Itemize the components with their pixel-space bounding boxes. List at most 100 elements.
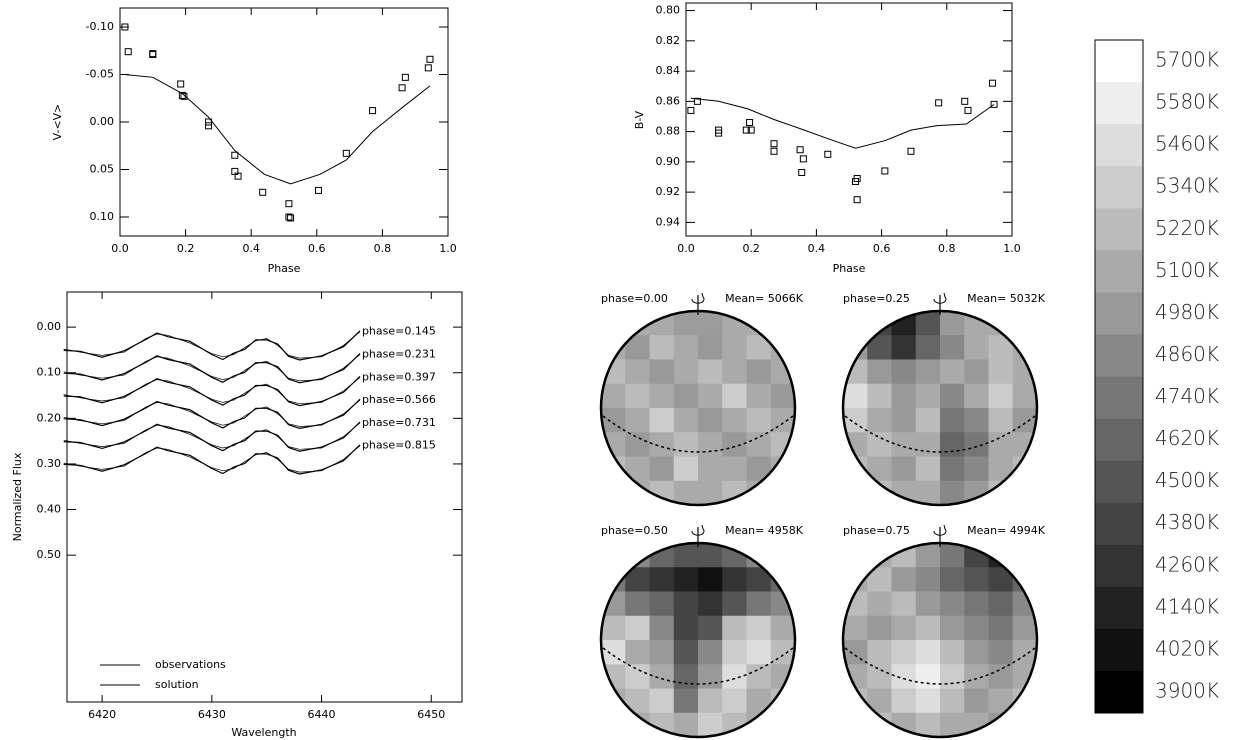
- temperature-cell: [625, 408, 650, 433]
- observed-spectrum: [63, 353, 361, 384]
- temperature-cell: [673, 640, 699, 665]
- data-point: [799, 155, 807, 163]
- data-point: [742, 126, 750, 134]
- temperature-cell: [964, 359, 989, 385]
- temperature-cell: [915, 383, 941, 409]
- y-tick-label: 0.84: [656, 64, 681, 77]
- temperature-cell: [698, 640, 723, 665]
- temperature-cell: [964, 408, 989, 433]
- plot-frame: [685, 2, 1013, 237]
- y-axis-title: Normalized Flux: [11, 452, 24, 541]
- colorbar-label: 5100K: [1155, 258, 1219, 282]
- temperature-cell: [867, 640, 892, 665]
- temperature-cell: [770, 383, 795, 409]
- y-tick-label: 0.86: [656, 94, 681, 107]
- temperature-cell: [601, 311, 626, 336]
- temperature-cell: [746, 456, 772, 482]
- data-point: [426, 55, 434, 63]
- temperature-cell: [964, 335, 989, 360]
- x-tick-label: 1.0: [439, 242, 457, 255]
- temperature-cell: [891, 640, 917, 665]
- temperature-cell: [649, 432, 675, 457]
- temperature-cell: [915, 688, 941, 714]
- colorbar-label: 5460K: [1155, 132, 1219, 156]
- data-point: [770, 147, 778, 155]
- temperature-cell: [698, 359, 723, 385]
- temperature-cell: [915, 456, 941, 482]
- data-point: [231, 151, 239, 159]
- data-point: [824, 150, 832, 158]
- temperature-cell: [698, 480, 723, 505]
- temperature-cell: [1012, 712, 1037, 737]
- temperature-cell: [698, 567, 723, 592]
- temperature-cell: [867, 383, 892, 409]
- equator: [602, 415, 794, 453]
- temperature-cell: [988, 432, 1014, 457]
- temperature-cell: [770, 712, 795, 737]
- temperature-cell: [867, 408, 892, 433]
- temperature-cell: [601, 480, 626, 505]
- temperature-cell: [891, 335, 917, 360]
- x-tick-label: 0.0: [677, 242, 695, 255]
- temperature-cell: [698, 432, 723, 457]
- model-curve: [124, 74, 431, 185]
- temperature-cell: [722, 408, 747, 433]
- temperature-cell: [673, 480, 699, 505]
- data-point: [747, 126, 755, 134]
- data-point: [124, 48, 132, 56]
- observed-spectrum: [63, 421, 361, 452]
- temperature-cell: [964, 456, 989, 482]
- temperature-cell: [915, 567, 941, 592]
- temperature-cell: [940, 456, 965, 482]
- phase-label: phase=0.75: [843, 524, 910, 537]
- colorbar-label: 4380K: [1155, 510, 1219, 534]
- data-point: [853, 196, 861, 204]
- x-tick-label: 6450: [417, 708, 445, 721]
- temperature-cell: [964, 615, 989, 641]
- colorbar-label: 5340K: [1155, 174, 1219, 198]
- temperature-cell: [698, 591, 723, 617]
- temperature-cell: [843, 712, 868, 737]
- mean-temperature: Mean= 5032K: [967, 292, 1046, 305]
- temperature-cell: [746, 640, 772, 665]
- data-point: [961, 97, 969, 105]
- observed-spectrum: [63, 398, 361, 430]
- temperature-cell: [1012, 383, 1037, 409]
- data-point: [853, 175, 861, 183]
- legend-label: solution: [155, 678, 199, 691]
- x-tick-label: 0.8: [938, 242, 956, 255]
- temperature-cell: [698, 688, 723, 714]
- temperature-cell: [915, 335, 941, 360]
- x-tick-label: 0.2: [742, 242, 760, 255]
- colorbar-band: [1095, 670, 1143, 714]
- temperature-cell: [746, 615, 772, 641]
- y-tick-label: 0.05: [90, 163, 115, 176]
- y-tick-label: 0.20: [37, 411, 62, 424]
- temperature-cell: [722, 615, 747, 641]
- temperature-cell: [673, 456, 699, 482]
- colorbar-label: 4620K: [1155, 426, 1219, 450]
- temperature-cell: [940, 432, 965, 457]
- data-point: [798, 168, 806, 176]
- temperature-cell: [915, 408, 941, 433]
- model-spectrum: [63, 377, 361, 405]
- data-point: [907, 147, 915, 155]
- temperature-cell: [746, 408, 772, 433]
- data-point: [881, 167, 889, 175]
- temperature-cell: [940, 615, 965, 641]
- data-point: [285, 200, 293, 208]
- data-point: [180, 92, 188, 100]
- temperature-cell: [988, 615, 1014, 641]
- temperature-cell: [698, 456, 723, 482]
- y-tick-label: 0.50: [37, 548, 62, 561]
- temperature-cell: [988, 591, 1014, 617]
- y-tick-label: 0.94: [656, 215, 681, 228]
- y-tick-label: 0.82: [656, 34, 681, 47]
- data-point: [205, 122, 213, 130]
- data-point: [935, 99, 943, 107]
- mean-temperature: Mean= 5066K: [725, 292, 804, 305]
- temperature-cell: [915, 359, 941, 385]
- temperature-cell: [698, 664, 723, 689]
- temperature-cell: [940, 640, 965, 665]
